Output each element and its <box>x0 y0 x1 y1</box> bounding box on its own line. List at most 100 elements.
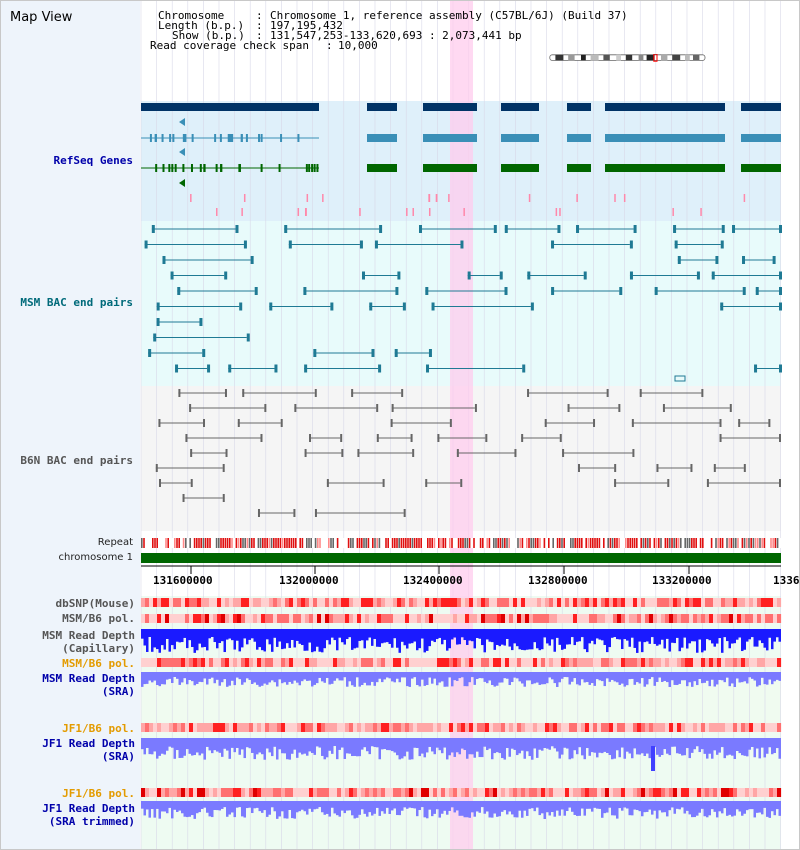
read-depth-bars[interactable] <box>141 629 781 819</box>
polymorphism-cell <box>537 658 542 667</box>
polymorphism-cell <box>305 723 310 732</box>
depth-bar <box>508 801 511 812</box>
polymorphism-cell <box>213 598 218 607</box>
polymorphism-cell <box>561 614 566 623</box>
polymorphism-cell <box>233 788 238 797</box>
depth-bar <box>686 801 689 811</box>
bac-end <box>242 389 245 397</box>
gene-block <box>741 164 781 172</box>
polymorphism-cell <box>529 723 534 732</box>
polymorphism-cell <box>721 788 726 797</box>
polymorphism-cell <box>601 614 606 623</box>
depth-bar <box>203 672 206 679</box>
repeat-track-bar[interactable] <box>141 538 781 548</box>
repeat-segment <box>240 538 242 548</box>
polymorphism-cell <box>341 598 346 607</box>
b6n-bac-features[interactable] <box>155 389 781 517</box>
polymorphism-cell <box>777 788 782 797</box>
polymorphism-cell <box>473 598 478 607</box>
depth-bar <box>751 801 754 810</box>
polymorphism-cell <box>157 723 162 732</box>
depth-bar <box>561 801 564 810</box>
repeat-segment <box>750 538 752 548</box>
depth-bar <box>461 672 464 678</box>
depth-bar <box>646 672 649 685</box>
depth-bar <box>263 629 266 652</box>
polymorphism-cell <box>385 614 390 623</box>
bac-end <box>732 225 736 233</box>
polymorphism-cell <box>309 598 314 607</box>
selected-region-highlight[interactable] <box>450 1 473 849</box>
repeat-segment <box>556 538 559 548</box>
polymorphism-cell <box>577 658 582 667</box>
polymorphism-cell <box>481 598 486 607</box>
polymorphism-cell <box>757 658 762 667</box>
polymorphism-cell <box>265 598 270 607</box>
polymorphism-cell <box>697 614 702 623</box>
depth-bar <box>396 738 399 756</box>
depth-bar <box>313 801 316 810</box>
gene-exon <box>182 164 185 172</box>
depth-bar <box>646 629 649 642</box>
repeat-segment <box>627 538 629 548</box>
depth-bar <box>621 801 624 811</box>
depth-bar <box>371 629 374 646</box>
polymorphism-cell <box>229 598 234 607</box>
polymorphism-cell <box>361 658 366 667</box>
bac-end <box>170 271 174 280</box>
depth-bar <box>691 672 694 687</box>
polymorphism-cell <box>409 723 414 732</box>
depth-bar <box>168 801 171 808</box>
msm-bac-features[interactable] <box>144 225 782 382</box>
depth-bar <box>278 672 281 680</box>
depth-bar <box>516 801 519 818</box>
depth-bar <box>458 801 461 816</box>
depth-bar <box>566 672 569 678</box>
depth-bar <box>206 629 209 651</box>
polymorphism-cell <box>185 614 190 623</box>
depth-bar <box>183 672 186 679</box>
chromosome-bar[interactable] <box>141 553 781 563</box>
depth-bar <box>778 672 781 681</box>
polymorphism-cell <box>545 788 550 797</box>
polymorphism-cell <box>165 658 170 667</box>
depth-bar <box>661 629 664 640</box>
chromosome-ideogram[interactable] <box>531 54 727 62</box>
polymorphism-cell <box>637 598 642 607</box>
show-sep: : <box>256 29 263 42</box>
depth-bar <box>238 629 241 652</box>
polymorphism-cell <box>149 658 154 667</box>
polymorphism-cell <box>377 598 382 607</box>
depth-bar <box>341 738 344 748</box>
polymorphism-cell <box>397 723 402 732</box>
polymorphism-cell <box>377 788 382 797</box>
polymorphism-cell <box>385 658 390 667</box>
repeat-segment <box>625 538 627 548</box>
refseq-gene-features[interactable] <box>141 103 781 216</box>
polymorphism-cell <box>269 788 274 797</box>
depth-bar <box>201 738 204 754</box>
repeat-segment <box>581 538 583 548</box>
polymorphism-cell <box>413 598 418 607</box>
depth-bar <box>478 629 481 639</box>
depth-bar <box>758 672 761 686</box>
polymorphism-cell <box>425 788 430 797</box>
refseq-tick <box>406 208 408 216</box>
repeat-segment <box>728 538 730 548</box>
depth-bar <box>158 672 161 687</box>
polymorphism-strips[interactable] <box>141 598 782 797</box>
depth-bar <box>211 672 214 678</box>
polymorphism-cell <box>417 788 422 797</box>
depth-bar <box>388 629 391 644</box>
polymorphism-cell <box>141 614 146 623</box>
repeat-segment <box>719 538 722 548</box>
depth-bar <box>748 738 751 750</box>
polymorphism-cell <box>585 614 590 623</box>
depth-bar <box>768 672 771 680</box>
polymorphism-cell <box>569 658 574 667</box>
polymorphism-cell <box>485 723 490 732</box>
depth-bar <box>453 738 456 757</box>
polymorphism-cell <box>577 614 582 623</box>
depth-bar <box>301 629 304 646</box>
